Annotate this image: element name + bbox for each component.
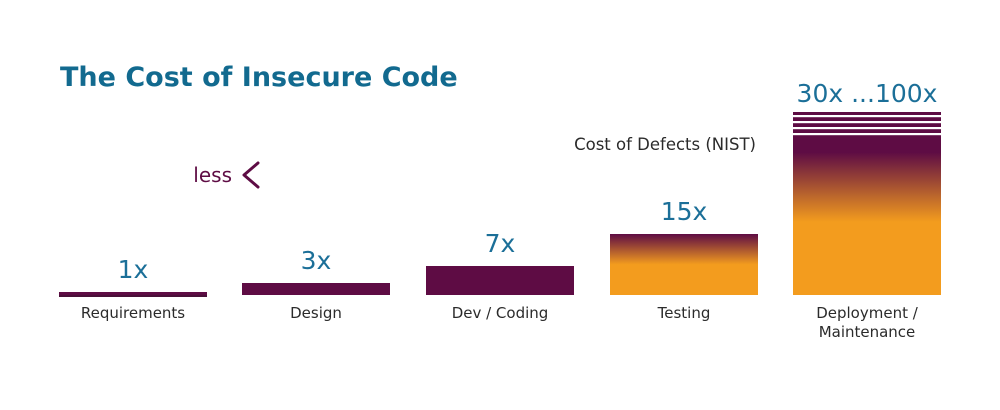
- value-label: 3x: [301, 246, 332, 275]
- value-label: 7x: [485, 229, 516, 258]
- bar-requirements: [59, 292, 207, 295]
- bar-stripe: [793, 133, 941, 136]
- category-label: Design: [290, 304, 342, 322]
- bar-stripe: [793, 121, 941, 124]
- chart-title: The Cost of Insecure Code: [60, 62, 458, 93]
- value-label: 1x: [118, 255, 149, 284]
- arrow-head: [242, 161, 260, 189]
- category-label: Testing: [657, 304, 711, 322]
- bar-dev-coding: [426, 266, 574, 295]
- category-label: Dev / Coding: [452, 304, 549, 322]
- value-label: 15x: [661, 197, 708, 226]
- bar-testing: [610, 234, 758, 295]
- category-label: Requirements: [81, 304, 185, 322]
- annotation-label: Cost of Defects (NIST): [574, 135, 756, 154]
- bars: [59, 112, 941, 297]
- bar-design: [242, 283, 390, 295]
- direction-label: less: [193, 163, 232, 187]
- category-label: Deployment /: [816, 304, 919, 322]
- value-label: 30x ...100x: [797, 79, 938, 108]
- bar-stripe: [793, 127, 941, 130]
- bar-deployment: [793, 112, 941, 295]
- bar-stripe: [793, 115, 941, 118]
- labels: 1x Requirements 3x Design 7x Dev / Coding 15x T…: [81, 79, 938, 341]
- cost-direction-arrow: less Cost of Defects (NIST): [193, 135, 790, 189]
- category-label: Maintenance: [819, 323, 916, 341]
